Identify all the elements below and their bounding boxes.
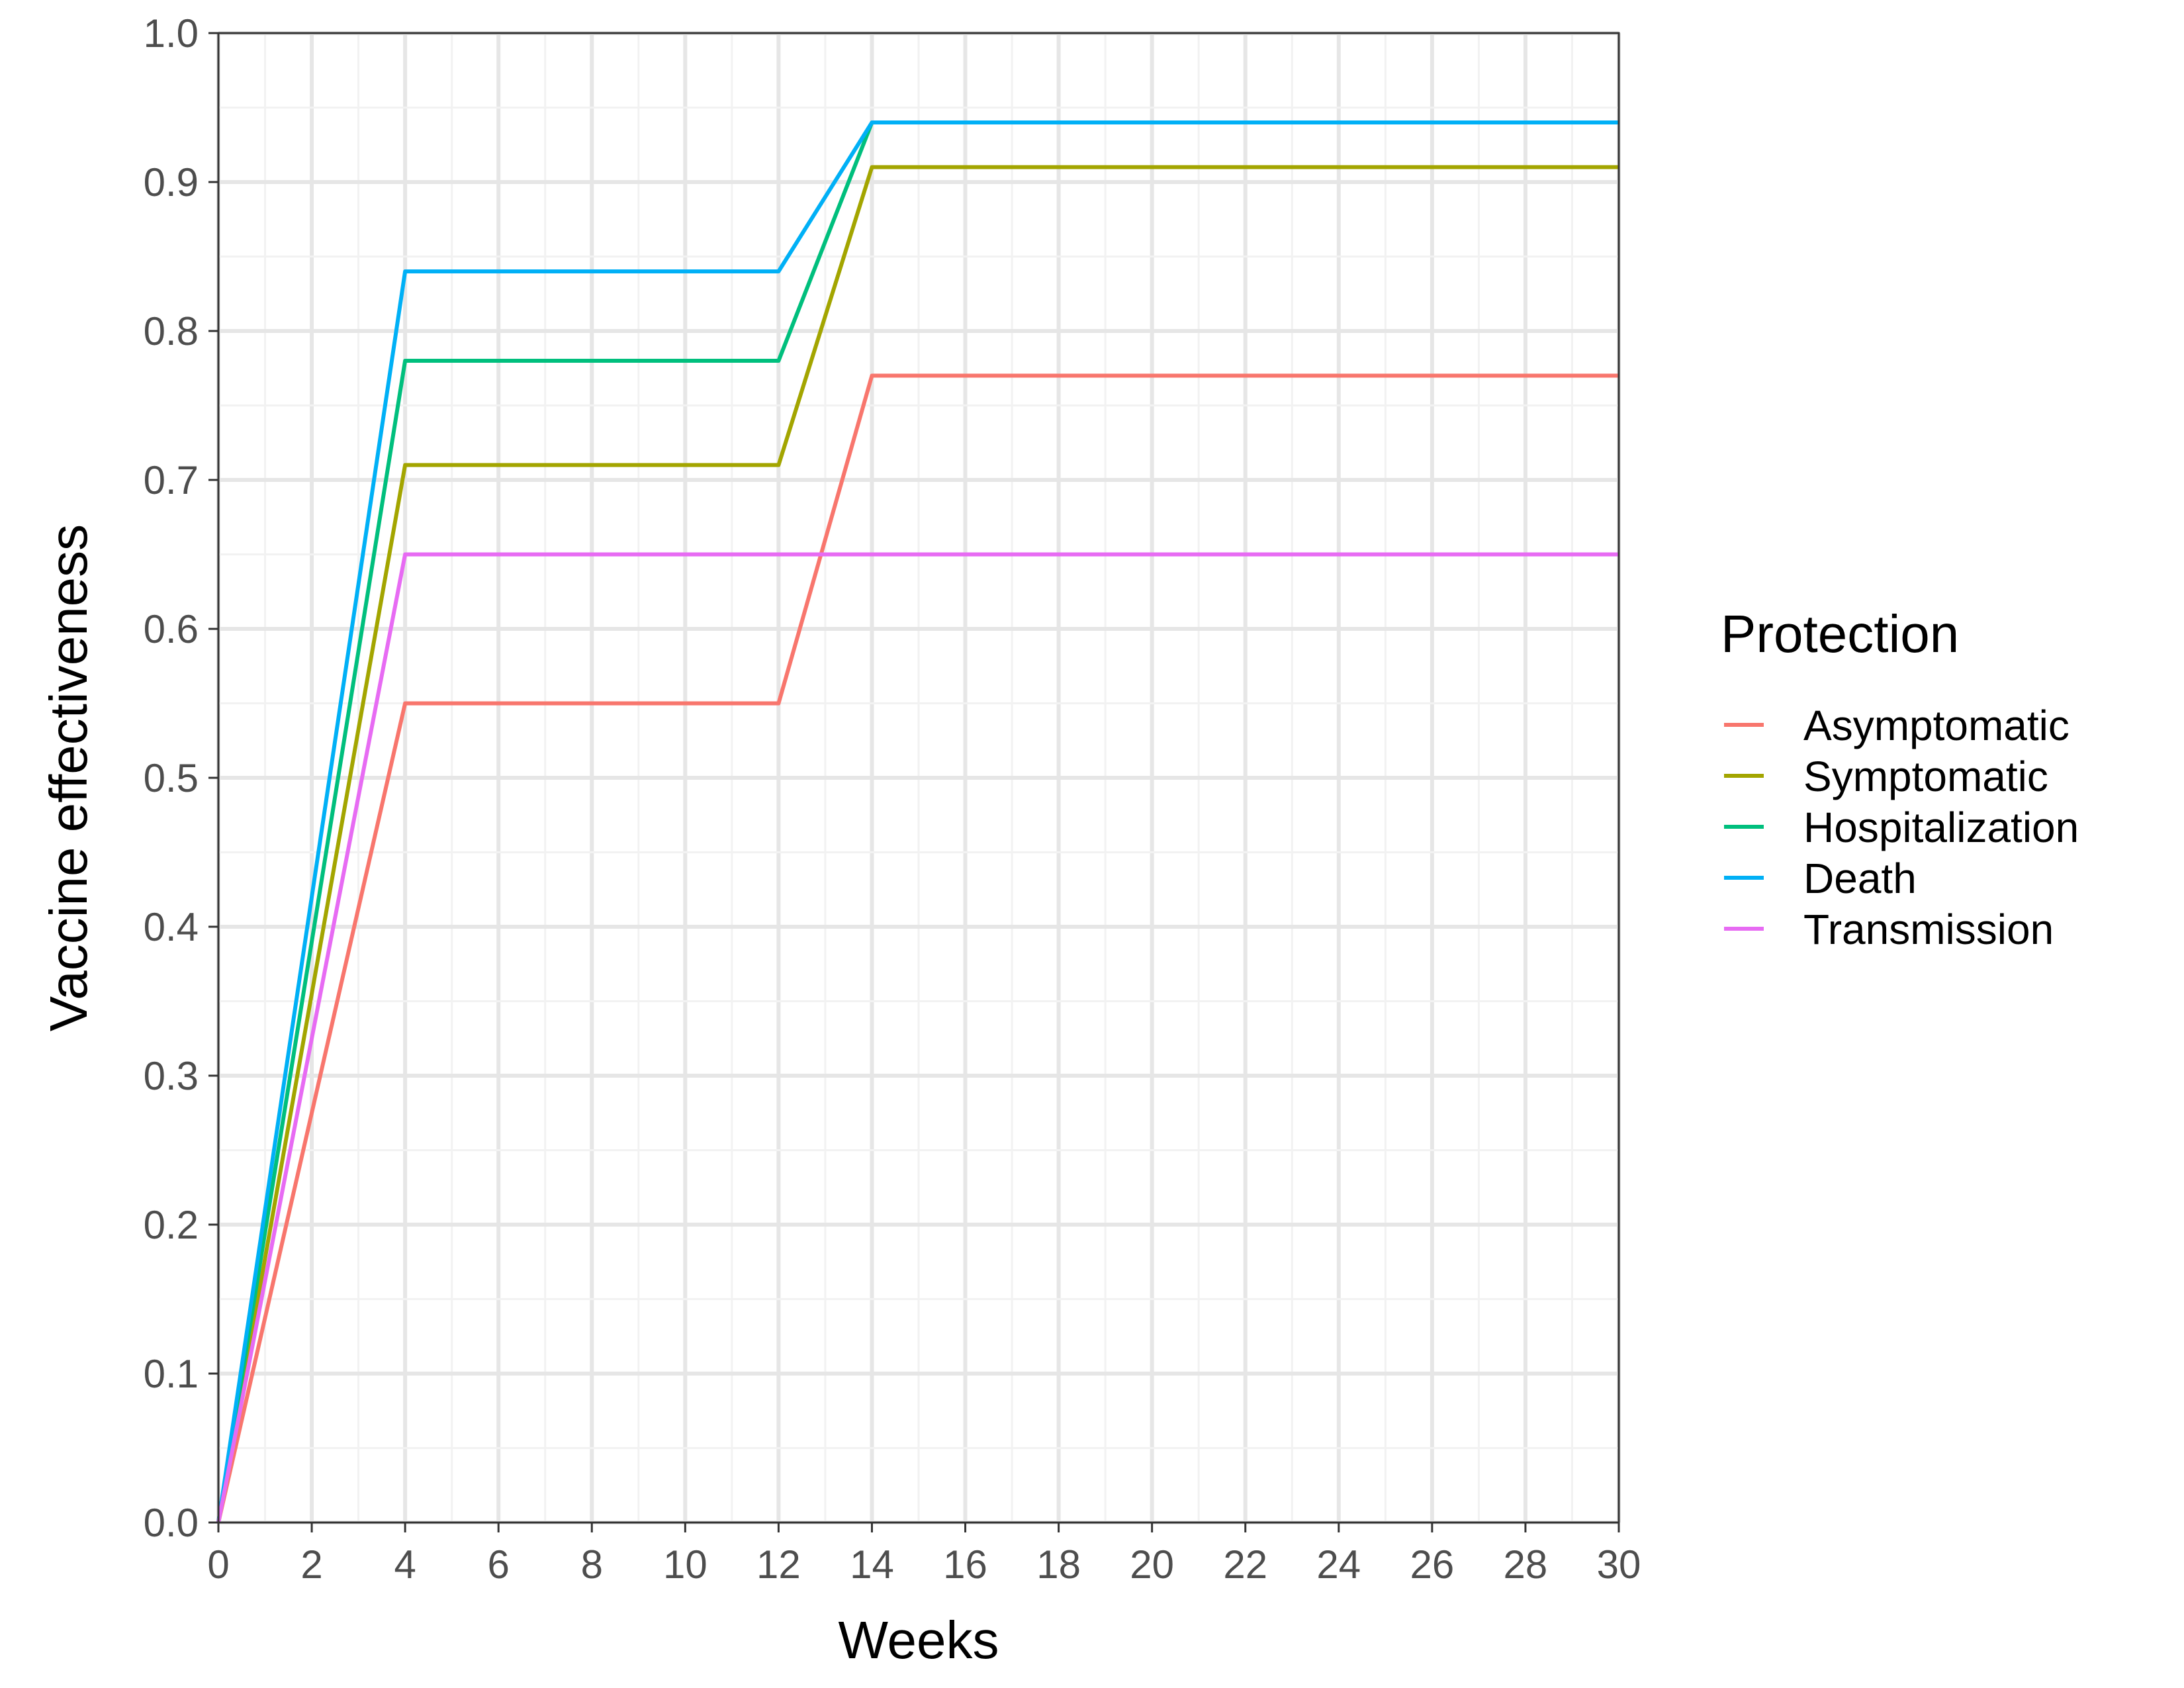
legend-item-transmission: Transmission xyxy=(1724,906,2054,953)
series-line-symptomatic xyxy=(216,165,1619,1523)
x-tick-label: 6 xyxy=(488,1542,510,1587)
series-line-transmission xyxy=(216,552,1619,1523)
series-line-asymptomatic xyxy=(216,373,1619,1523)
x-tick-label: 26 xyxy=(1410,1542,1454,1587)
x-tick-label: 10 xyxy=(663,1542,707,1587)
y-tick-label: 1.0 xyxy=(144,11,199,56)
x-axis-title: Weeks xyxy=(838,1611,999,1669)
y-tick-label: 0.6 xyxy=(144,607,199,651)
x-tick-label: 2 xyxy=(300,1542,322,1587)
y-tick-label: 0.3 xyxy=(144,1054,199,1098)
x-tick-label: 30 xyxy=(1597,1542,1641,1587)
series-line-death xyxy=(216,120,1619,1523)
y-tick-label: 0.1 xyxy=(144,1352,199,1396)
x-tick-label: 12 xyxy=(756,1542,801,1587)
legend-label: Death xyxy=(1803,855,1917,902)
grid xyxy=(216,31,1621,1524)
series-lines xyxy=(216,120,1619,1523)
x-tick-label: 28 xyxy=(1504,1542,1548,1587)
x-tick-label: 24 xyxy=(1316,1542,1361,1587)
legend-item-hospitalization: Hospitalization xyxy=(1724,804,2079,851)
y-axis-title: Vaccine effectiveness xyxy=(39,524,98,1031)
legend-label: Hospitalization xyxy=(1803,804,2079,851)
axes: 0 2 4 6 8 10 12 14 16 18 20 22 24 26 28 300.00.10.20.30… xyxy=(144,11,1641,1587)
legend: Protection AsymptomaticSymptomaticHospit… xyxy=(1721,604,2079,953)
legend-item-asymptomatic: Asymptomatic xyxy=(1724,702,2070,749)
legend-items: AsymptomaticSymptomaticHospitalizationDe… xyxy=(1724,702,2079,953)
legend-title: Protection xyxy=(1721,604,1959,663)
legend-label: Transmission xyxy=(1803,906,2054,953)
x-tick-label: 20 xyxy=(1130,1542,1174,1587)
x-tick-label: 16 xyxy=(943,1542,987,1587)
y-tick-label: 0.2 xyxy=(144,1203,199,1247)
legend-item-death: Death xyxy=(1724,855,1917,902)
y-tick-label: 0.8 xyxy=(144,309,199,353)
y-tick-label: 0.4 xyxy=(144,905,199,949)
x-tick-label: 4 xyxy=(394,1542,416,1587)
legend-item-symptomatic: Symptomatic xyxy=(1724,753,2048,800)
y-tick-label: 0.7 xyxy=(144,458,199,502)
x-tick-label: 14 xyxy=(850,1542,894,1587)
y-tick-label: 0.5 xyxy=(144,756,199,800)
legend-label: Symptomatic xyxy=(1803,753,2048,800)
y-tick-label: 0.0 xyxy=(144,1501,199,1545)
legend-label: Asymptomatic xyxy=(1803,702,2070,749)
y-tick-label: 0.9 xyxy=(144,160,199,205)
x-tick-label: 18 xyxy=(1036,1542,1081,1587)
x-tick-label: 22 xyxy=(1223,1542,1267,1587)
x-tick-label: 8 xyxy=(581,1542,603,1587)
x-tick-label: 0 xyxy=(207,1542,229,1587)
